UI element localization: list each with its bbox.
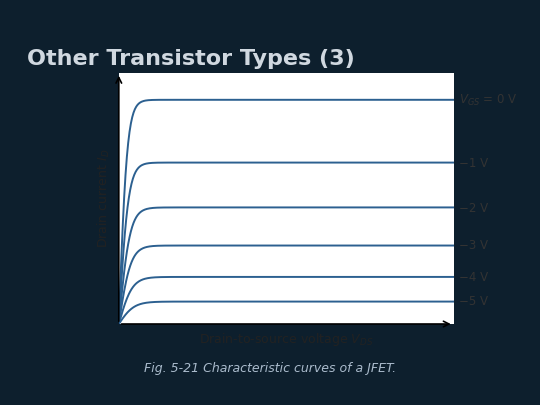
Text: −1 V: −1 V <box>458 157 488 170</box>
Text: Fig. 5-21 Characteristic curves of a JFET.: Fig. 5-21 Characteristic curves of a JFE… <box>144 362 396 375</box>
Text: −4 V: −4 V <box>458 271 488 284</box>
Text: −5 V: −5 V <box>458 295 488 308</box>
X-axis label: Drain-to-source voltage $V_{DS}$: Drain-to-source voltage $V_{DS}$ <box>199 331 373 348</box>
Text: $V_{GS}$ = 0 V: $V_{GS}$ = 0 V <box>458 94 517 109</box>
Y-axis label: Drain current $I_D$: Drain current $I_D$ <box>96 149 112 248</box>
Text: −2 V: −2 V <box>458 202 488 215</box>
Text: Other Transistor Types (3): Other Transistor Types (3) <box>27 49 355 68</box>
Text: −3 V: −3 V <box>458 239 488 252</box>
